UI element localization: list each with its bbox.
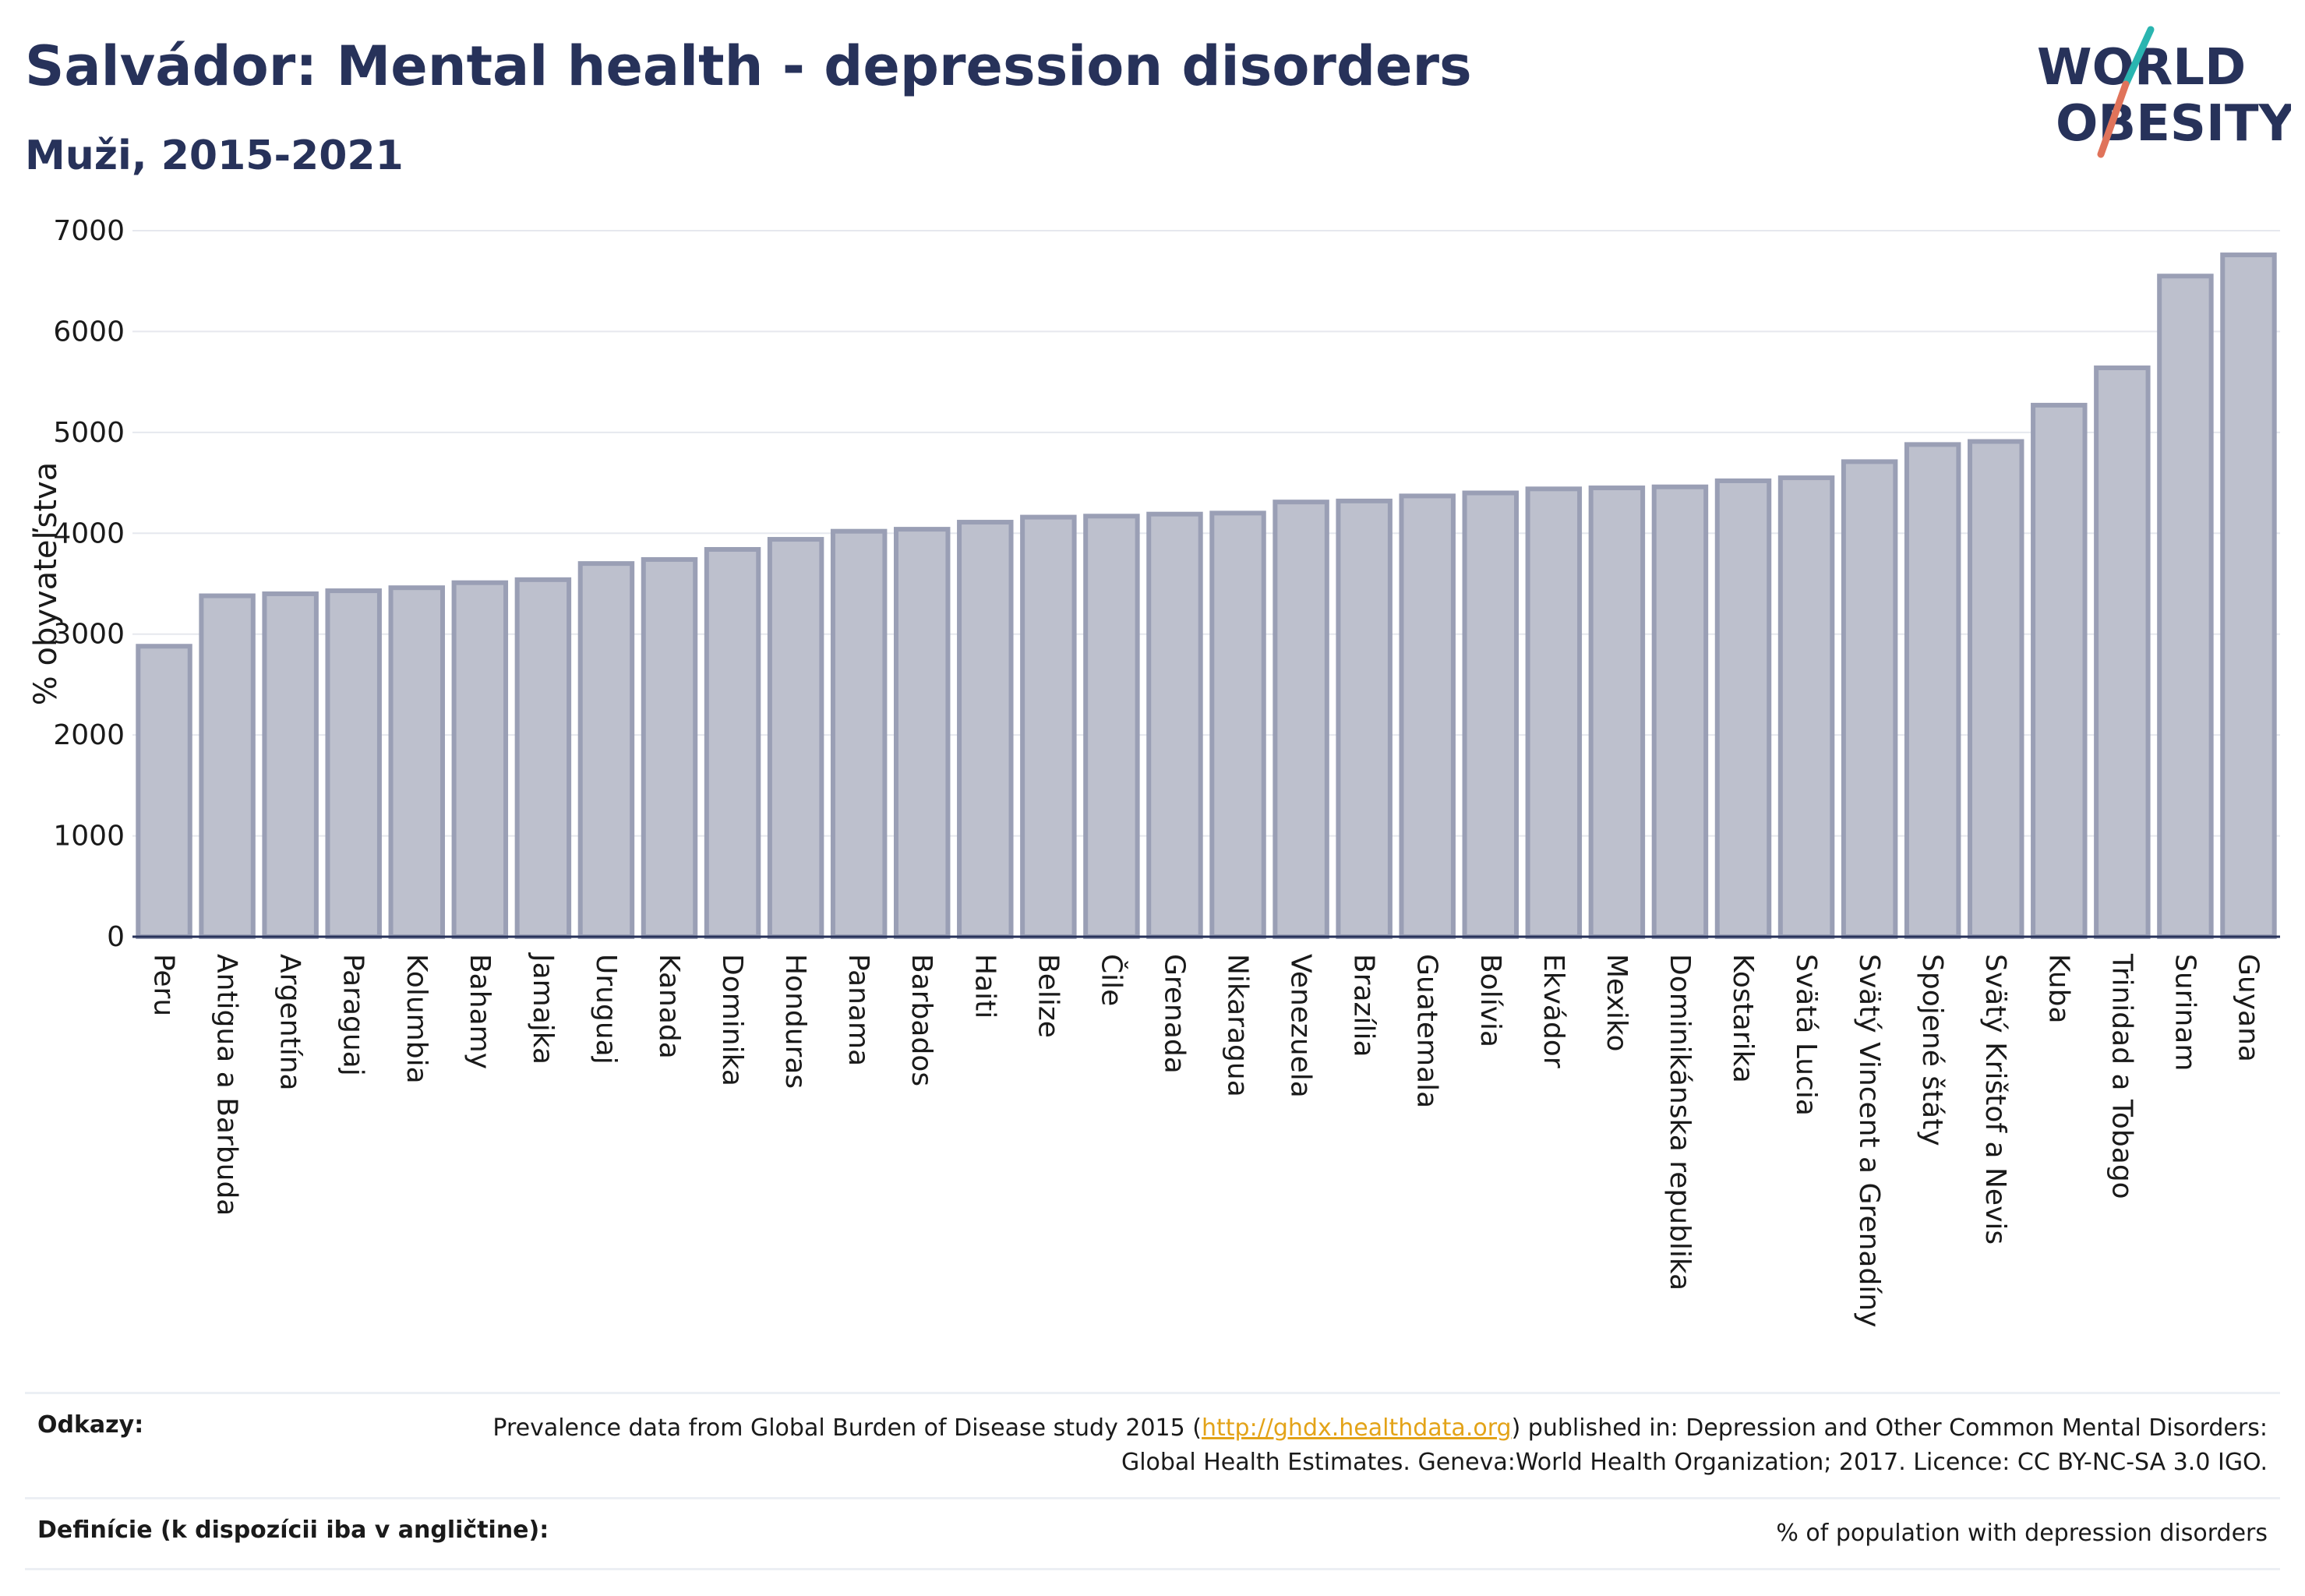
bar xyxy=(1968,439,2024,939)
x-tick-label: Trinidad a Tobago xyxy=(2106,953,2137,1199)
x-tick-label: Barbados xyxy=(905,954,937,1086)
bar xyxy=(1273,500,1329,939)
x-tick-label: Mexiko xyxy=(1601,954,1633,1051)
bar xyxy=(325,588,382,939)
bar xyxy=(1714,478,1772,939)
bar xyxy=(1777,475,1835,939)
x-tick-label: Ekvádor xyxy=(1537,954,1569,1068)
x-tick-label: Spojené štáty xyxy=(1916,954,1948,1146)
y-tick-label: 4000 xyxy=(53,517,125,549)
references-label: Odkazy: xyxy=(37,1411,144,1439)
bar xyxy=(704,546,761,939)
x-tick-label: Brazília xyxy=(1348,954,1380,1058)
y-tick-label: 7000 xyxy=(53,215,125,247)
x-tick-label: Venezuela xyxy=(1285,954,1317,1098)
y-tick-label: 3000 xyxy=(53,619,125,651)
source-link[interactable]: http://ghdx.healthdata.org xyxy=(1201,1414,1512,1442)
y-tick-label: 5000 xyxy=(53,417,125,449)
references-text: Prevalence data from Global Burden of Di… xyxy=(492,1414,2268,1476)
x-tick-label: Kolumbia xyxy=(401,954,432,1084)
bar xyxy=(136,644,192,939)
x-tick-label: Nikaragua xyxy=(1222,954,1254,1097)
x-tick-label: Čile xyxy=(1095,954,1128,1006)
bar xyxy=(641,556,698,939)
bar xyxy=(262,591,319,939)
x-tick-label: Grenada xyxy=(1158,954,1190,1074)
x-tick-label: Panama xyxy=(842,954,874,1066)
bar xyxy=(1146,511,1203,939)
logo-line2: OBESITY xyxy=(2056,95,2291,153)
bar xyxy=(767,537,824,940)
bar xyxy=(830,528,888,939)
definitions-row: Definície (k dispozícii iba v angličtine… xyxy=(25,1497,2280,1570)
bar xyxy=(2157,274,2214,939)
bar xyxy=(514,577,572,940)
bar xyxy=(2220,252,2277,939)
x-tick-label: Bolívia xyxy=(1474,954,1506,1047)
references-row: Odkazy: Prevalence data from Global Burd… xyxy=(25,1392,2280,1497)
x-tick-label: Svätá Lucia xyxy=(1790,954,1822,1116)
x-tick-label: Paraguaj xyxy=(337,954,369,1076)
bar xyxy=(1588,486,1646,939)
definitions-text: % of population with depression disorder… xyxy=(1776,1520,2268,1547)
x-tick-label: Svätý Krištof a Nevis xyxy=(1979,954,2011,1245)
y-tick-label: 0 xyxy=(107,921,125,953)
x-tick-label: Kanada xyxy=(653,954,685,1059)
bar xyxy=(2094,365,2151,940)
footer: Odkazy: Prevalence data from Global Burd… xyxy=(25,1392,2280,1570)
bar xyxy=(1336,498,1393,939)
definitions-label: Definície (k dispozícii iba v angličtine… xyxy=(37,1517,549,1544)
bar xyxy=(388,585,445,939)
chart-subtitle: Muži, 2015-2021 xyxy=(25,132,404,179)
x-tick-label: Guyana xyxy=(2232,954,2264,1062)
bar xyxy=(1462,490,1519,939)
bars xyxy=(136,252,2277,940)
logo-teal-stroke xyxy=(2122,26,2155,88)
y-tick-label: 6000 xyxy=(53,316,125,348)
x-tick-label: Honduras xyxy=(779,954,811,1089)
bar xyxy=(1904,442,1961,939)
bar xyxy=(894,527,951,939)
x-tick-label: Guatemala xyxy=(1411,954,1443,1108)
bar xyxy=(577,561,635,939)
x-tick-label: Surinam xyxy=(2169,954,2201,1071)
world-obesity-logo: WORLD OBESITY xyxy=(2037,26,2291,158)
x-tick-label: Kostarika xyxy=(1727,954,1759,1083)
y-tick-label: 2000 xyxy=(53,719,125,751)
y-tick-label: 1000 xyxy=(53,821,125,853)
x-tick-label: Dominika xyxy=(716,954,748,1086)
x-tick-label: Jamajka xyxy=(527,952,559,1065)
y-axis-label: % obyvateľstva xyxy=(28,462,64,705)
x-tick-label: Uruguaj xyxy=(590,954,622,1065)
x-tick-label: Kuba xyxy=(2042,954,2074,1024)
x-axis-ticks: Peru Antigua a Barbuda Argentína Paraguaj Ko… xyxy=(148,952,2264,1327)
x-tick-label: Argentína xyxy=(274,954,306,1091)
x-tick-label: Haiti xyxy=(969,954,1001,1019)
bar-chart: 0 1000 2000 3000 4000 5000 6000 7000 Peru Antigu… xyxy=(28,215,2280,1327)
bar xyxy=(2031,402,2088,939)
x-tick-label: Svätý Vincent a Grenadíny xyxy=(1853,954,1885,1327)
x-tick-label: Belize xyxy=(1032,954,1064,1038)
logo-red-stroke xyxy=(2097,80,2130,158)
x-tick-label: Dominikánska republika xyxy=(1664,954,1696,1291)
bar xyxy=(1651,484,1709,939)
x-tick-label: Peru xyxy=(148,954,180,1016)
y-axis-ticks: 0 1000 2000 3000 4000 5000 6000 7000 xyxy=(53,215,125,953)
bar xyxy=(1525,486,1583,939)
bar xyxy=(1083,514,1140,939)
bar xyxy=(1020,514,1077,939)
x-tick-label: Antigua a Barbuda xyxy=(211,954,243,1216)
x-tick-label: Bahamy xyxy=(464,954,496,1069)
bar xyxy=(199,593,256,939)
bar xyxy=(1209,510,1266,939)
bar xyxy=(451,580,509,939)
bar xyxy=(1399,493,1456,939)
chart-title: Salvádor: Mental health - depression dis… xyxy=(25,34,1472,98)
bar xyxy=(1841,459,1898,939)
bar xyxy=(957,520,1014,939)
